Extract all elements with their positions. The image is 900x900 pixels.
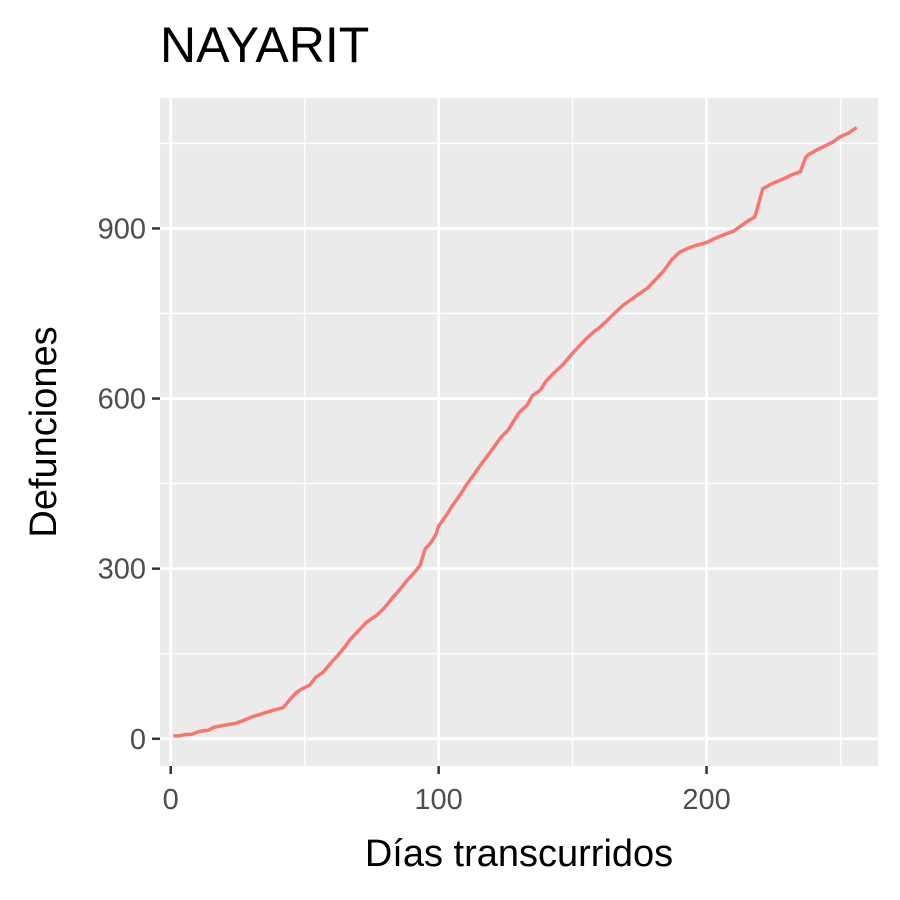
chart-title: NAYARIT xyxy=(160,17,369,73)
grid-minor xyxy=(160,98,878,766)
y-axis: 0 300 600 900 xyxy=(98,213,160,756)
x-tick-label: 200 xyxy=(682,784,730,816)
y-tick-label: 900 xyxy=(98,213,146,245)
plot-panel xyxy=(160,98,878,766)
x-tick-label: 0 xyxy=(163,784,179,816)
x-axis-title: Días transcurridos xyxy=(365,833,673,875)
y-tick-label: 0 xyxy=(130,724,146,756)
series-line xyxy=(173,126,858,738)
y-tick-label: 600 xyxy=(98,384,146,416)
x-axis: 0 100 200 xyxy=(163,766,731,816)
grid-major xyxy=(160,98,878,766)
y-axis-title: Defunciones xyxy=(23,326,65,537)
y-tick-label: 300 xyxy=(98,554,146,586)
x-tick-label: 100 xyxy=(414,784,462,816)
